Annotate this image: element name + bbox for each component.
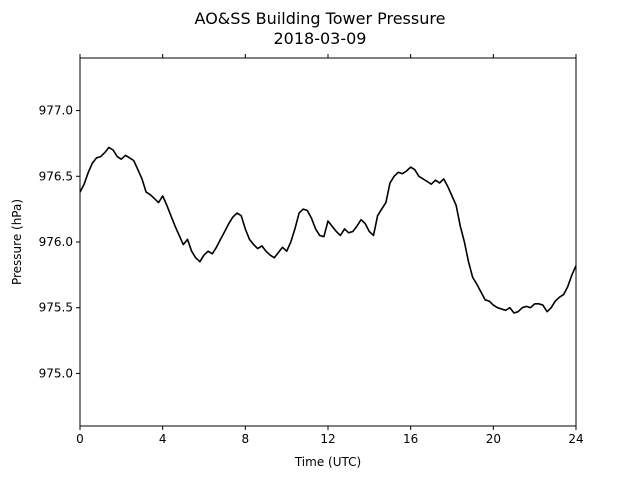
y-tick-label: 976.0 — [39, 235, 73, 249]
y-tick-label: 977.0 — [39, 104, 73, 118]
x-tick-label: 16 — [403, 432, 418, 446]
chart-subtitle: 2018-03-09 — [274, 29, 367, 48]
y-tick-label: 975.0 — [39, 366, 73, 380]
x-tick-label: 20 — [486, 432, 501, 446]
data-layer — [79, 146, 577, 314]
pressure-series-line — [79, 146, 577, 314]
chart-title: AO&SS Building Tower Pressure — [195, 9, 446, 28]
x-tick-label: 4 — [159, 432, 167, 446]
x-axis-label: Time (UTC) — [294, 455, 361, 469]
x-tick-label: 24 — [568, 432, 583, 446]
x-tick-label: 8 — [242, 432, 250, 446]
y-tick-label: 976.5 — [39, 169, 73, 183]
y-axis-label: Pressure (hPa) — [10, 199, 24, 285]
x-tick-label: 12 — [320, 432, 335, 446]
y-tick-label: 975.5 — [39, 301, 73, 315]
x-tick-label: 0 — [76, 432, 84, 446]
ticks-layer: 0 4 8 12 16 20 24 975.0 975.5 976.0 976.5 977.0 — [39, 54, 584, 446]
plot-frame — [79, 57, 577, 427]
